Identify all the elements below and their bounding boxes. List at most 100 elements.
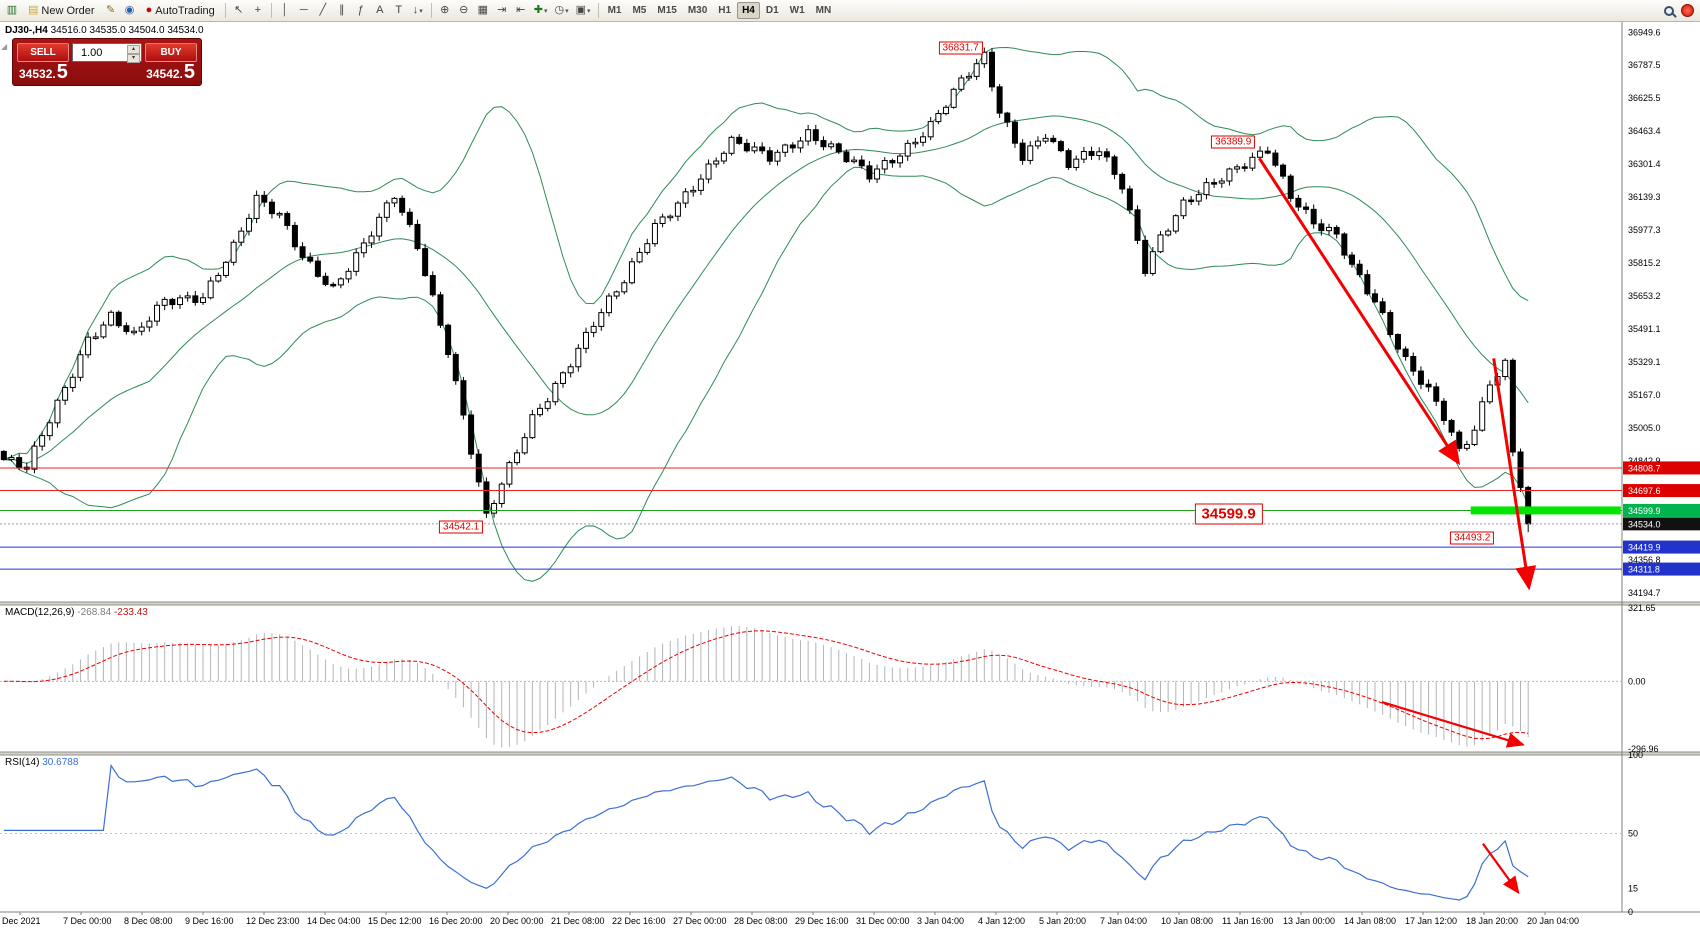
- periods-icon[interactable]: ◷ ▾: [554, 4, 569, 16]
- price-axis[interactable]: 36949.6 36787.5 36625.5 36463.4 36301.4 36139…: [1623, 27, 1700, 598]
- tile-windows-icon[interactable]: ▦: [477, 4, 488, 16]
- trend-arrow[interactable]: [1258, 157, 1461, 466]
- crosshair-icon[interactable]: +: [254, 4, 261, 16]
- buy-price-pip: 5: [183, 61, 195, 83]
- svg-text:29 Dec 16:00: 29 Dec 16:00: [795, 916, 849, 926]
- svg-text:34599.9: 34599.9: [1628, 506, 1661, 516]
- buy-price-main: 34542.: [146, 67, 183, 81]
- volume-up-icon[interactable]: ▴: [127, 45, 140, 54]
- macd-histogram: [10, 625, 1529, 748]
- macd-signal-line: [3, 630, 1529, 740]
- svg-text:Dec 2021: Dec 2021: [2, 916, 41, 926]
- svg-text:20 Jan 04:00: 20 Jan 04:00: [1527, 916, 1579, 926]
- fibonacci-icon[interactable]: ƒ: [357, 4, 364, 16]
- chart-symbol-timeframe: DJ30-,H4: [5, 25, 48, 36]
- sell-button[interactable]: SELL: [17, 43, 69, 62]
- price-annotation[interactable]: 36389.9: [1211, 135, 1256, 149]
- price-annotation[interactable]: 36831.7: [938, 41, 983, 55]
- svg-text:34808.7: 34808.7: [1628, 463, 1661, 473]
- rsi-name: RSI(14): [5, 757, 40, 768]
- timeframe-mn[interactable]: MN: [815, 5, 832, 16]
- market-watch-icon[interactable]: ◉: [124, 4, 135, 16]
- svg-text:35815.2: 35815.2: [1628, 258, 1661, 268]
- timeframe-m1[interactable]: M1: [607, 5, 622, 16]
- timeframe-m15[interactable]: M15: [657, 5, 677, 16]
- macd-main-value: -268.84: [77, 607, 112, 618]
- price-annotation[interactable]: 34599.9: [1194, 503, 1263, 525]
- svg-text:13 Jan 00:00: 13 Jan 00:00: [1283, 916, 1335, 926]
- timeframe-h1[interactable]: H1: [718, 5, 732, 16]
- autotrading-button[interactable]: ● AutoTrading: [145, 4, 215, 17]
- svg-text:36301.4: 36301.4: [1628, 159, 1661, 169]
- svg-text:27 Dec 00:00: 27 Dec 00:00: [673, 916, 727, 926]
- svg-text:9 Dec 16:00: 9 Dec 16:00: [185, 916, 234, 926]
- toolbar: ▥ ▤ New Order ✎ ◉ ● AutoTrading ↖ + │ ─ ╱ ∥ ƒ A T ↓ ▾ ⊕ ⊖ ▦ ⇥…: [0, 0, 1700, 22]
- zoom-out-icon[interactable]: ⊖: [459, 4, 469, 16]
- svg-text:4 Jan 12:00: 4 Jan 12:00: [978, 916, 1025, 926]
- trend-arrow[interactable]: [1492, 358, 1537, 591]
- toolbar-right-icons: [1664, 4, 1697, 17]
- svg-text:16 Dec 20:00: 16 Dec 20:00: [429, 916, 483, 926]
- support-highlight-zone[interactable]: [1470, 506, 1621, 515]
- svg-text:8 Dec 08:00: 8 Dec 08:00: [124, 916, 173, 926]
- horizontal-level-lines[interactable]: [0, 467, 1622, 570]
- time-axis[interactable]: Dec 2021 7 Dec 00:00 8 Dec 08:00 9 Dec 16:0…: [2, 912, 1579, 926]
- macd-name: MACD(12,26,9): [5, 607, 75, 618]
- svg-text:15: 15: [1628, 883, 1638, 893]
- auto-scroll-icon[interactable]: ⇥: [497, 4, 507, 16]
- svg-text:11 Jan 16:00: 11 Jan 16:00: [1222, 916, 1273, 926]
- templates-icon[interactable]: ▣ ▾: [575, 4, 591, 16]
- buy-button[interactable]: BUY: [145, 43, 197, 62]
- price-annotation[interactable]: 34493.2: [1450, 531, 1495, 545]
- volume-down-icon[interactable]: ▾: [127, 54, 140, 63]
- svg-text:50: 50: [1628, 829, 1638, 839]
- macd-axis[interactable]: 321.65 0.00 -296.96: [1628, 603, 1659, 754]
- rsi-line: [3, 763, 1529, 901]
- timeframe-m30[interactable]: M30: [687, 5, 708, 16]
- search-icon[interactable]: [1664, 5, 1674, 16]
- volume-stepper[interactable]: 1.00 ▴ ▾: [72, 43, 142, 63]
- community-icon[interactable]: [1681, 4, 1694, 17]
- svg-text:34194.7: 34194.7: [1628, 588, 1661, 598]
- cursor-icon[interactable]: ↖: [234, 4, 244, 16]
- one-click-collapse-icon[interactable]: ◢: [1, 42, 8, 51]
- svg-text:36787.5: 36787.5: [1628, 60, 1661, 70]
- toolbar-items: ▥ ▤ New Order ✎ ◉ ● AutoTrading ↖ + │ ─ ╱ ∥ ƒ A T ↓ ▾ ⊕ ⊖ ▦ ⇥…: [3, 2, 1664, 20]
- timeframe-w1[interactable]: W1: [789, 5, 805, 16]
- metaeditor-icon[interactable]: ✎: [105, 4, 116, 16]
- sell-price[interactable]: 34532. 5: [19, 62, 68, 82]
- timeframe-h4[interactable]: H4: [737, 2, 760, 19]
- chart-shift-icon[interactable]: ⇤: [516, 4, 526, 16]
- svg-text:34534.0: 34534.0: [1628, 519, 1661, 529]
- rsi-axis[interactable]: 100 50 15 0: [1628, 750, 1643, 917]
- timeframe-m5[interactable]: M5: [632, 5, 647, 16]
- vertical-line-icon[interactable]: │: [281, 4, 289, 16]
- channel-icon[interactable]: ∥: [339, 4, 345, 16]
- svg-text:35329.1: 35329.1: [1628, 357, 1661, 367]
- buy-price[interactable]: 34542. 5: [146, 61, 195, 83]
- toolbar-separator: [597, 3, 599, 18]
- new-chart-icon[interactable]: ▥: [6, 4, 18, 16]
- timeframe-d1[interactable]: D1: [765, 5, 779, 16]
- new-order-button[interactable]: ▤ New Order: [28, 4, 95, 17]
- svg-text:7 Jan 04:00: 7 Jan 04:00: [1100, 916, 1147, 926]
- svg-text:14 Jan 08:00: 14 Jan 08:00: [1344, 916, 1396, 926]
- svg-text:36625.5: 36625.5: [1628, 93, 1661, 103]
- trend-arrow[interactable]: [1482, 843, 1520, 895]
- label-icon[interactable]: T: [395, 4, 403, 16]
- svg-text:36463.4: 36463.4: [1628, 126, 1661, 136]
- zoom-in-icon[interactable]: ⊕: [440, 4, 450, 16]
- svg-text:36139.3: 36139.3: [1628, 192, 1661, 202]
- sell-price-main: 34532.: [19, 67, 56, 81]
- trendline-icon[interactable]: ╱: [319, 4, 327, 16]
- horizontal-line-icon[interactable]: ─: [299, 4, 308, 16]
- text-icon[interactable]: A: [376, 4, 384, 16]
- trend-arrow[interactable]: [1381, 700, 1525, 748]
- arrows-tool-icon[interactable]: ↓ ▾: [412, 4, 423, 16]
- svg-text:10 Jan 08:00: 10 Jan 08:00: [1161, 916, 1213, 926]
- indicators-icon[interactable]: ✚ ▾: [533, 4, 548, 16]
- price-annotation[interactable]: 34542.1: [439, 520, 484, 534]
- rsi-header: RSI(14) 30.6788: [5, 757, 78, 768]
